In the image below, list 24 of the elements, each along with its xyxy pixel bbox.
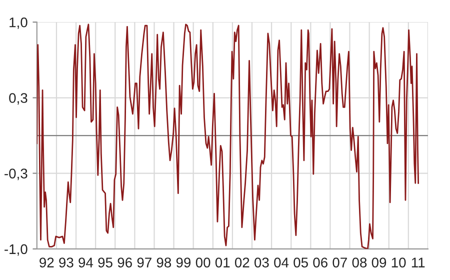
x-tick-label: 09	[372, 258, 386, 268]
x-tick-label: 01	[215, 258, 230, 268]
x-tick-label: 02	[234, 258, 250, 268]
x-tick-label: 97	[137, 258, 152, 268]
x-tick-label: 05	[294, 258, 308, 268]
x-tick-label: 98	[156, 258, 172, 268]
x-tick-label: 04	[274, 258, 289, 268]
y-tick-label: 1,0	[10, 17, 28, 29]
x-tick-label: 92	[40, 258, 54, 268]
x-tick-label: 00	[196, 258, 210, 268]
x-tick-label: 95	[98, 258, 112, 268]
x-tick-label: 94	[78, 258, 94, 268]
y-tick-label: -0,3	[4, 168, 28, 180]
y-tick-label: 0,3	[9, 93, 28, 105]
x-tick-label: 10	[392, 258, 406, 268]
x-tick-label: 07	[332, 258, 347, 268]
y-tick-label: -1,0	[4, 244, 28, 256]
x-tick-label: 96	[118, 258, 132, 268]
x-tick-label: 03	[254, 258, 269, 268]
x-tick-label: 11	[412, 258, 425, 268]
x-tick-label: 06	[313, 258, 328, 268]
x-tick-label: 93	[59, 258, 74, 268]
x-tick-label: 99	[176, 258, 191, 268]
x-tick-label: 08	[352, 258, 367, 268]
